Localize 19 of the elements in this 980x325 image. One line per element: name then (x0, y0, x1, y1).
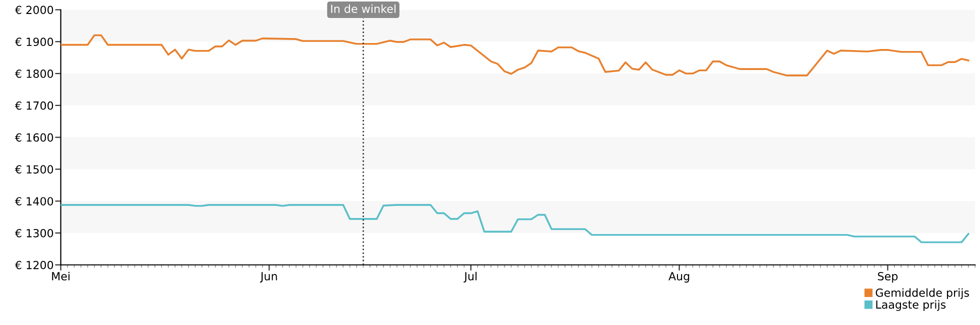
x-tick-label: Mei (52, 272, 70, 280)
legend-label: Laagste prijs (876, 300, 946, 311)
legend-label: Gemiddelde prijs (876, 288, 969, 300)
y-tick-label: € 1500 (14, 165, 54, 174)
ref-line-label: In de winkel (331, 4, 396, 13)
x-tick-label: Jul (464, 272, 477, 282)
y-tick-label: € 1300 (14, 228, 54, 238)
line-series (60, 204, 970, 244)
line-series (60, 34, 970, 76)
y-tick-label: € 2000 (14, 6, 54, 14)
y-tick-label: € 1800 (14, 70, 54, 78)
x-tick-label: Jun (260, 272, 277, 282)
y-tick-label: € 1900 (14, 38, 54, 46)
y-tick-label: € 1600 (14, 133, 54, 142)
x-tick-label: Aug (668, 272, 690, 283)
y-tick-label: € 1400 (14, 197, 54, 206)
y-tick-label: € 1700 (14, 101, 54, 110)
y-tick-label: € 1200 (14, 260, 54, 270)
x-tick-label: Sep (878, 272, 898, 283)
